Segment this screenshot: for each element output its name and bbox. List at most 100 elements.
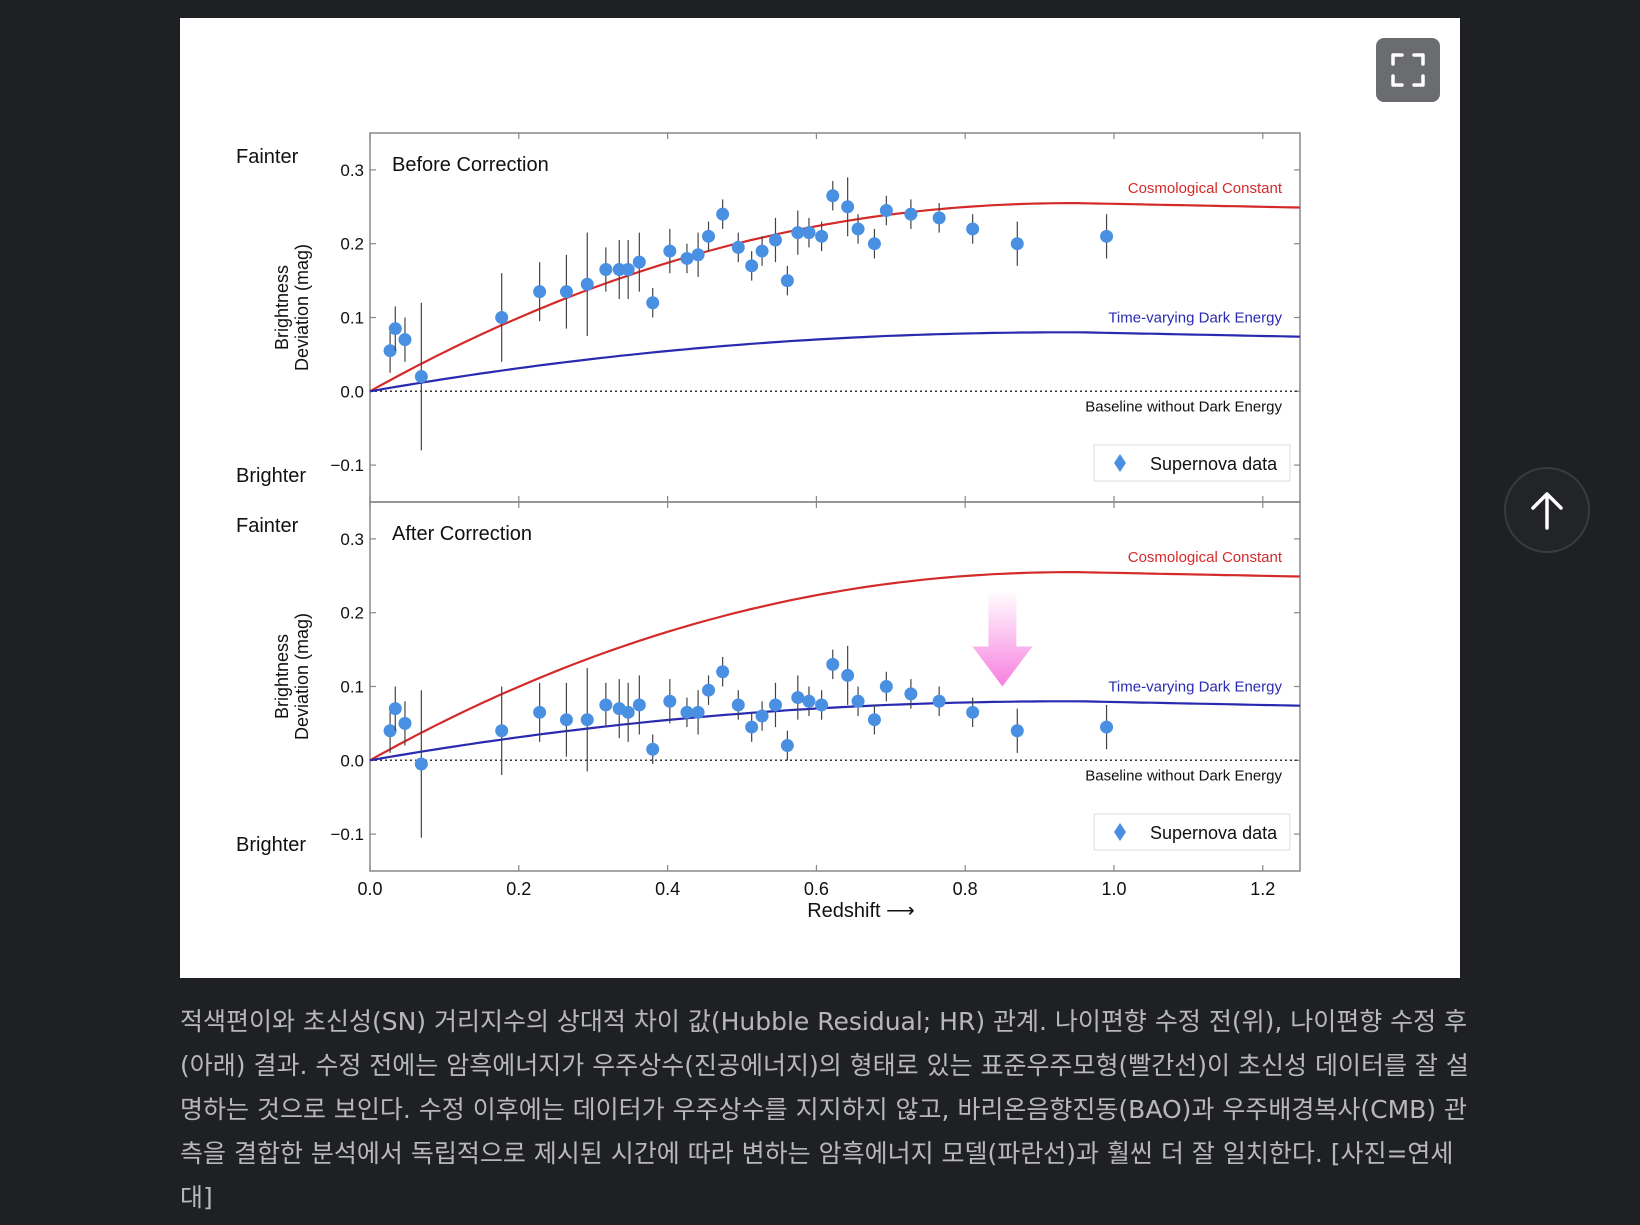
panel2-data-point-24 (802, 695, 815, 708)
panel1-data-point-4 (495, 311, 508, 324)
panel2-data-point-28 (852, 695, 865, 708)
panel1-data-point-26 (826, 189, 839, 202)
panel2-fainter-label: Fainter (236, 515, 299, 537)
panel2-data-point-26 (826, 658, 839, 671)
panel2-data-point-6 (560, 713, 573, 726)
xtick-label: 0.0 (357, 879, 382, 899)
panel2-data-point-3 (415, 757, 428, 770)
panel1-cosmological-label: Cosmological Constant (1128, 180, 1283, 197)
panel2-data-point-30 (880, 680, 893, 693)
panel2-data-point-17 (716, 665, 729, 678)
panel2-data-point-11 (633, 698, 646, 711)
panel1-data-point-19 (745, 259, 758, 272)
panel2-ytick-label: 0.1 (340, 678, 364, 697)
panel1-data-point-30 (880, 204, 893, 217)
panel1-baseline-label: Baseline without Dark Energy (1085, 398, 1282, 415)
panel1-data-point-32 (933, 211, 946, 224)
supernova-chart: 0.3 0.2 0.1 0.0 −0.1 Before Correction Fainter… (180, 18, 1460, 978)
panel1-dark-energy-curve (370, 332, 1300, 391)
panel1-data-point-21 (769, 234, 782, 247)
panel2-data-point-4 (495, 724, 508, 737)
panel2-title: After Correction (392, 523, 532, 545)
panel2-data-point-1 (389, 702, 402, 715)
xtick-label: 1.0 (1101, 879, 1126, 899)
panel2-data-point-14 (680, 706, 693, 719)
expand-button[interactable] (1376, 38, 1440, 102)
panel2-data-point-16 (702, 684, 715, 697)
xtick-label: 1.2 (1250, 879, 1275, 899)
panel2-data-point-19 (745, 721, 758, 734)
arrow-up-icon (1525, 488, 1569, 532)
panel1-data-point-33 (966, 222, 979, 235)
scroll-to-top-button[interactable] (1504, 467, 1590, 553)
panel1-data-point-18 (732, 241, 745, 254)
figure-caption: 적색편이와 초신성(SN) 거리지수의 상대적 차이 값(Hubble Resi… (180, 1000, 1470, 1220)
panel1-data-point-12 (646, 296, 659, 309)
figure-card: 0.3 0.2 0.1 0.0 −0.1 Before Correction Fainter… (180, 18, 1460, 978)
panel2-data-point-32 (933, 695, 946, 708)
panel2-data-point-20 (756, 710, 769, 723)
panel1-data-point-27 (841, 200, 854, 213)
panel1-data-point-29 (868, 237, 881, 250)
panel2-dark-energy-label: Time-varying Dark Energy (1108, 678, 1282, 695)
panel2-ylabel-line2: Deviation (mag) (292, 613, 312, 740)
panel1-ytick-label: 0.2 (340, 235, 364, 254)
panel2-cosmological-label: Cosmological Constant (1128, 549, 1283, 566)
panel1-ylabel-line1: Brightness (272, 265, 292, 350)
panel2-data-point-8 (599, 698, 612, 711)
panel1-data-point-16 (702, 230, 715, 243)
panel1-data-point-7 (581, 278, 594, 291)
panel1-data-point-28 (852, 222, 865, 235)
panel2-ytick-label: 0.2 (340, 604, 364, 623)
panel2-data-point-29 (868, 713, 881, 726)
panel1-data-point-11 (633, 256, 646, 269)
panel2-data-point-34 (1011, 724, 1024, 737)
panel1-data-point-3 (415, 370, 428, 383)
panel1-data-point-13 (663, 245, 676, 258)
panel2-data-point-21 (769, 698, 782, 711)
panel2-data-point-7 (581, 713, 594, 726)
panel2-downward-arrow-annotation (972, 591, 1032, 687)
panel1-data-point-17 (716, 208, 729, 221)
xtick-label: 0.6 (804, 879, 829, 899)
panel2-data-point-35 (1100, 721, 1113, 734)
xtick-label: 0.8 (953, 879, 978, 899)
panel1-data-point-2 (398, 333, 411, 346)
panel1-fainter-label: Fainter (236, 146, 299, 168)
panel2-brighter-label: Brighter (236, 834, 306, 856)
panel2-data-point-27 (841, 669, 854, 682)
panel2-baseline-label: Baseline without Dark Energy (1085, 767, 1282, 784)
panel1-data-point-25 (815, 230, 828, 243)
panel1-brighter-label: Brighter (236, 465, 306, 487)
panel1-legend-label: Supernova data (1150, 454, 1278, 474)
panel2-data-point-13 (663, 695, 676, 708)
panel2-data-point-10 (622, 706, 635, 719)
panel1-data-point-6 (560, 285, 573, 298)
panel2-data-point-15 (692, 706, 705, 719)
panel1-title: Before Correction (392, 154, 549, 176)
panel2-data-point-22 (781, 739, 794, 752)
panel1-data-point-5 (533, 285, 546, 298)
panel2-data-point-12 (646, 743, 659, 756)
panel2-data-point-2 (398, 717, 411, 730)
panel1-ytick-label: 0.3 (340, 161, 364, 180)
panel1-ytick-label: 0.0 (340, 382, 364, 401)
expand-fullscreen-icon (1390, 52, 1426, 88)
panel1-data-point-14 (680, 252, 693, 265)
xtick-label: 0.2 (506, 879, 531, 899)
panel1-data-point-23 (791, 226, 804, 239)
xtick-label: 0.4 (655, 879, 680, 899)
panel2-data-point-0 (384, 724, 397, 737)
panel2-ytick-label: −0.1 (330, 825, 364, 844)
panel2-data-point-33 (966, 706, 979, 719)
panel1-data-point-1 (389, 322, 402, 335)
panel2-ytick-label: 0.3 (340, 530, 364, 549)
panel2-data-point-5 (533, 706, 546, 719)
panel2-ytick-label: 0.0 (340, 751, 364, 770)
panel1-data-point-24 (802, 226, 815, 239)
panel1-ylabel-line2: Deviation (mag) (292, 244, 312, 371)
panel1-data-point-0 (384, 344, 397, 357)
panel1-data-point-35 (1100, 230, 1113, 243)
panel1-data-point-10 (622, 263, 635, 276)
panel2-legend-label: Supernova data (1150, 823, 1278, 843)
